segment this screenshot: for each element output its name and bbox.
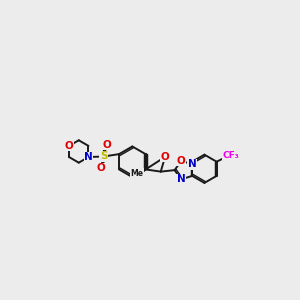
- Text: N: N: [177, 174, 186, 184]
- Text: N: N: [84, 152, 93, 162]
- Text: N: N: [84, 152, 93, 162]
- Text: O: O: [161, 152, 170, 162]
- Text: O: O: [102, 140, 111, 150]
- Text: O: O: [177, 156, 186, 166]
- Text: O: O: [65, 141, 74, 151]
- Text: N: N: [188, 159, 197, 170]
- Text: S: S: [100, 152, 107, 161]
- Text: CF₃: CF₃: [222, 151, 239, 160]
- Text: O: O: [96, 163, 105, 173]
- Text: Me: Me: [130, 169, 144, 178]
